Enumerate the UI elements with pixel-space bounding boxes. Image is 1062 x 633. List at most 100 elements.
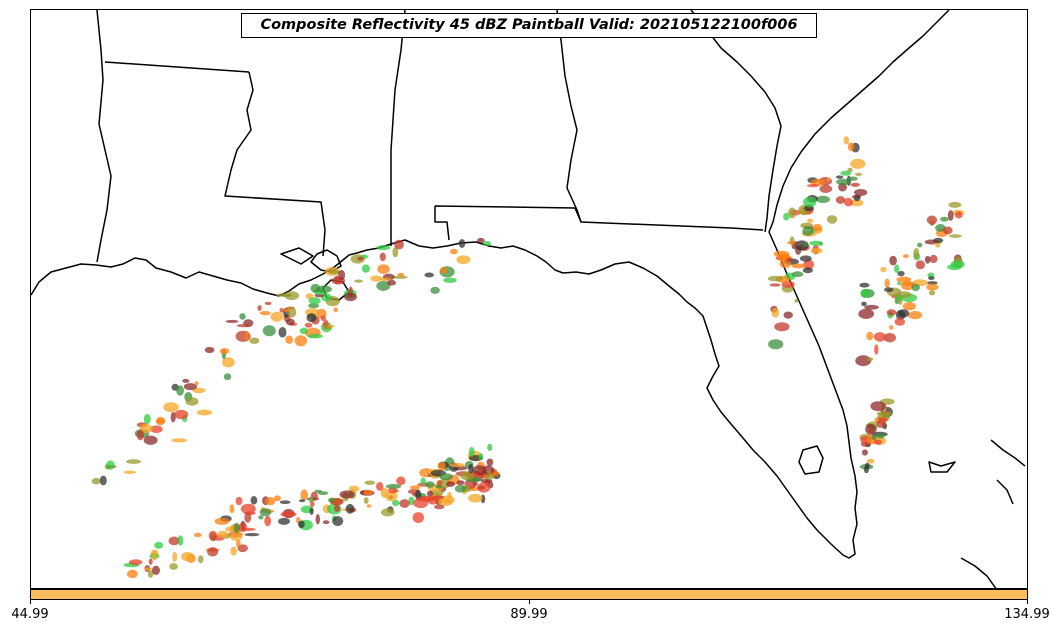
paintball-blob: [786, 241, 796, 245]
paintball-blob: [802, 267, 813, 274]
paintball-blob: [238, 522, 248, 533]
paintball-blob: [911, 283, 920, 292]
paintball-blob: [394, 239, 404, 250]
paintball-blob: [898, 309, 910, 318]
paintball-blob: [794, 299, 799, 303]
paintball-blob: [217, 530, 229, 538]
paintball-blob: [929, 254, 938, 264]
paintball-blob: [791, 271, 804, 278]
paintball-blob: [264, 515, 272, 527]
paintball-blob: [151, 550, 158, 561]
paintball-blob: [806, 218, 814, 223]
paintball-blob: [880, 266, 887, 273]
paintball-blob: [783, 212, 790, 221]
paintball-blob: [106, 460, 115, 470]
paintball-blob: [884, 278, 890, 288]
paintball-blob: [222, 357, 235, 368]
paintball-blob: [154, 541, 164, 549]
paintball-blob: [332, 516, 344, 527]
paintball-blob: [894, 264, 900, 273]
paintball-blob: [456, 480, 465, 486]
paintball-blob: [219, 348, 230, 355]
paintball-blob: [863, 465, 869, 474]
paintball-blob: [816, 195, 830, 203]
paintball-blob: [259, 508, 272, 517]
paintball-blob: [144, 567, 153, 571]
paintball-blob: [408, 496, 415, 506]
paintball-blob: [233, 522, 240, 534]
paintball-blob: [836, 175, 844, 179]
georgia-sc-coastline: [690, 10, 782, 233]
paintball-blob: [928, 290, 936, 296]
paintball-blob: [208, 530, 218, 541]
paintball-blob: [802, 242, 809, 247]
paintball-blob: [477, 237, 485, 244]
paintball-blob: [136, 429, 144, 441]
paintball-blob: [447, 491, 452, 499]
paintball-blob: [197, 555, 204, 564]
paintball-blob: [897, 281, 902, 286]
paintball-blob: [381, 508, 395, 517]
paintball-blob: [285, 335, 293, 344]
paintball-blob: [468, 464, 474, 474]
paintball-blob: [478, 453, 484, 460]
paintball-blob: [168, 536, 180, 546]
paintball-blob: [147, 570, 154, 578]
paintball-blob: [376, 280, 391, 291]
paintball-blob: [99, 475, 107, 486]
paintball-blob: [810, 247, 823, 254]
paintball-blob: [866, 331, 874, 341]
colorbar-tick-min: [30, 600, 31, 604]
paintball-blob: [333, 307, 339, 313]
paintball-blob: [791, 263, 806, 269]
paintball-blob: [955, 211, 963, 219]
paintball-blob: [399, 499, 410, 508]
paintball-blob: [123, 470, 137, 474]
paintball-blob: [819, 184, 833, 193]
paintball-blob: [424, 272, 435, 278]
paintball-blob: [873, 332, 887, 342]
paintball-blob: [361, 264, 370, 273]
paintball-blob: [876, 433, 885, 439]
colorbar: [30, 589, 1028, 600]
paintball-blob: [948, 201, 962, 208]
paintball-blob: [322, 326, 332, 330]
paintball-blob: [884, 287, 894, 293]
paintball-blob: [328, 269, 341, 275]
paintball-blob: [193, 532, 202, 538]
paintball-blob: [947, 210, 954, 221]
paintball-blob: [304, 322, 313, 328]
paintball-blob: [317, 491, 329, 495]
paintball-blob: [155, 418, 165, 424]
paintball-blob: [874, 439, 882, 445]
paintball-blob: [315, 514, 320, 525]
paintball-blob: [307, 334, 323, 339]
paintball-blob: [322, 520, 330, 525]
paintball-blob: [439, 473, 453, 481]
paintball-blob: [148, 558, 153, 565]
paintball-blob: [889, 325, 894, 330]
paintball-blob: [376, 482, 384, 491]
paintball-blob: [949, 234, 962, 238]
paintball-blob: [894, 317, 905, 326]
paintball-blob: [174, 409, 189, 420]
paintball-blob: [309, 507, 314, 515]
paintball-blob: [897, 270, 905, 277]
paintball-blob: [417, 496, 432, 502]
paintball-blob: [264, 497, 276, 506]
paintball-blob: [933, 237, 944, 244]
paintball-blob: [207, 547, 219, 557]
paintball-blob: [376, 245, 391, 251]
paintball-blob: [176, 385, 185, 396]
paintball-blob: [858, 308, 875, 319]
paintball-blob: [308, 303, 319, 309]
paintball-blob: [835, 196, 846, 204]
paintball-blob: [345, 503, 355, 514]
paintball-blob: [802, 226, 814, 236]
paintball-blob: [866, 357, 874, 361]
paintball-blob: [915, 260, 925, 270]
paintball-blob: [270, 311, 284, 322]
map-canvas: [31, 10, 1026, 588]
paintball-blob: [826, 177, 832, 181]
paintball-blob: [354, 279, 363, 283]
